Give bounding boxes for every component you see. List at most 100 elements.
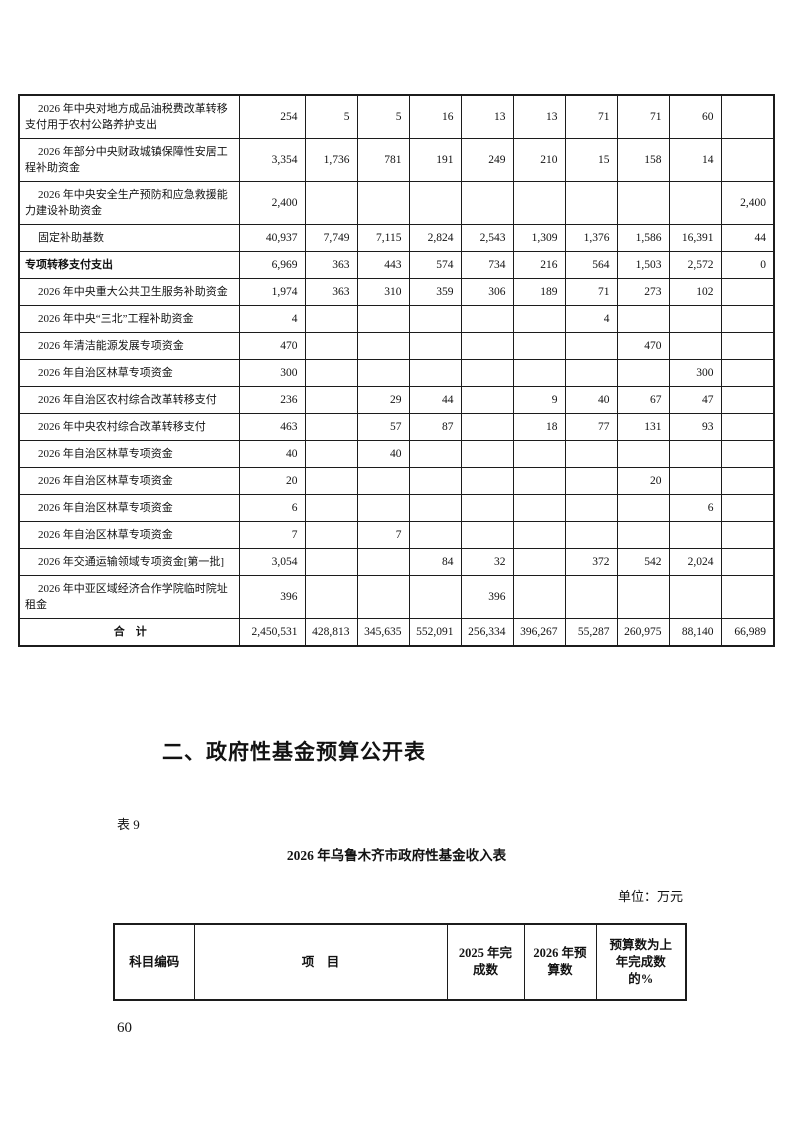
value-cell: 1,376 bbox=[564, 224, 618, 252]
value-cell bbox=[460, 359, 514, 387]
column-header: 项 目 bbox=[193, 923, 448, 1001]
value-cell: 13 bbox=[460, 94, 514, 139]
value-cell: 306 bbox=[460, 278, 514, 306]
value-cell: 443 bbox=[356, 251, 410, 279]
value-cell: 131 bbox=[616, 413, 670, 441]
value-cell bbox=[460, 494, 514, 522]
row-label: 2026 年中央对地方成品油税费改革转移支付用于农村公路养护支出 bbox=[18, 94, 240, 139]
row-label: 合 计 bbox=[18, 618, 240, 647]
value-cell: 2,400 bbox=[238, 181, 306, 225]
value-cell: 1,309 bbox=[512, 224, 566, 252]
table-row: 专项转移支付支出 6,969 363 443 574 734 216 564 1,503 2,57… bbox=[18, 251, 775, 279]
value-cell bbox=[356, 467, 410, 495]
value-cell bbox=[356, 305, 410, 333]
value-cell bbox=[616, 359, 670, 387]
value-cell bbox=[564, 332, 618, 360]
value-cell bbox=[668, 305, 722, 333]
value-cell: 66,989 bbox=[720, 618, 775, 647]
value-cell: 71 bbox=[616, 94, 670, 139]
value-cell bbox=[304, 386, 358, 414]
value-cell: 574 bbox=[408, 251, 462, 279]
value-cell: 470 bbox=[616, 332, 670, 360]
value-cell: 158 bbox=[616, 138, 670, 182]
value-cell bbox=[356, 494, 410, 522]
section-heading: 二、政府性基金预算公开表 bbox=[162, 740, 426, 764]
value-cell: 77 bbox=[564, 413, 618, 441]
value-cell: 7 bbox=[238, 521, 306, 549]
value-cell: 254 bbox=[238, 94, 306, 139]
value-cell: 273 bbox=[616, 278, 670, 306]
value-cell bbox=[304, 521, 358, 549]
value-cell: 3,354 bbox=[238, 138, 306, 182]
value-cell bbox=[460, 305, 514, 333]
value-cell bbox=[304, 440, 358, 468]
expenditure-table-body: 2026 年中央对地方成品油税费改革转移支付用于农村公路养护支出 254 5 5 16 1… bbox=[18, 94, 775, 647]
value-cell bbox=[408, 494, 462, 522]
value-cell bbox=[720, 305, 775, 333]
value-cell: 236 bbox=[238, 386, 306, 414]
value-cell: 71 bbox=[564, 94, 618, 139]
value-cell bbox=[512, 181, 566, 225]
value-cell: 6 bbox=[668, 494, 722, 522]
value-cell: 16 bbox=[408, 94, 462, 139]
value-cell bbox=[304, 494, 358, 522]
value-cell bbox=[668, 575, 722, 619]
value-cell: 84 bbox=[408, 548, 462, 576]
value-cell: 300 bbox=[238, 359, 306, 387]
value-cell bbox=[408, 575, 462, 619]
row-label: 2026 年中央“三北”工程补助资金 bbox=[18, 305, 240, 333]
value-cell: 781 bbox=[356, 138, 410, 182]
value-cell bbox=[304, 467, 358, 495]
table-row: 2026 年中央重大公共卫生服务补助资金 1,974 363 310 359 306 189… bbox=[18, 278, 775, 306]
value-cell: 44 bbox=[408, 386, 462, 414]
value-cell: 396,267 bbox=[512, 618, 566, 647]
value-cell bbox=[616, 440, 670, 468]
value-cell: 5 bbox=[356, 94, 410, 139]
value-cell: 7 bbox=[356, 521, 410, 549]
value-cell bbox=[512, 494, 566, 522]
value-cell: 71 bbox=[564, 278, 618, 306]
expenditure-table-grid: 2026 年中央对地方成品油税费改革转移支付用于农村公路养护支出 254 5 5 16 1… bbox=[18, 94, 775, 647]
value-cell: 20 bbox=[616, 467, 670, 495]
row-label: 2026 年中央安全生产预防和应急救援能力建设补助资金 bbox=[18, 181, 240, 225]
value-cell: 396 bbox=[238, 575, 306, 619]
value-cell bbox=[668, 521, 722, 549]
value-cell bbox=[460, 467, 514, 495]
income-table-grid: 科目编码项 目 2025 年完 成数 2026 年预 算数 预算数为上 年完成数 的% bbox=[113, 923, 687, 1001]
value-cell: 40 bbox=[356, 440, 410, 468]
value-cell bbox=[304, 359, 358, 387]
value-cell bbox=[512, 548, 566, 576]
value-cell bbox=[564, 181, 618, 225]
value-cell bbox=[616, 575, 670, 619]
value-cell bbox=[720, 467, 775, 495]
value-cell bbox=[720, 494, 775, 522]
value-cell: 40 bbox=[238, 440, 306, 468]
value-cell bbox=[408, 440, 462, 468]
value-cell bbox=[564, 521, 618, 549]
value-cell: 88,140 bbox=[668, 618, 722, 647]
value-cell: 2,400 bbox=[720, 181, 775, 225]
value-cell bbox=[512, 305, 566, 333]
value-cell: 4 bbox=[564, 305, 618, 333]
table-row: 2026 年中央农村综合改革转移支付 463 57 87 18 77 131 93 bbox=[18, 413, 775, 441]
value-cell: 0 bbox=[720, 251, 775, 279]
value-cell: 542 bbox=[616, 548, 670, 576]
table-row: 2026 年中央“三北”工程补助资金 4 4 bbox=[18, 305, 775, 333]
table-row: 2026 年部分中央财政城镇保障性安居工程补助资金 3,354 1,736 781 19… bbox=[18, 138, 775, 182]
value-cell: 29 bbox=[356, 386, 410, 414]
value-cell bbox=[564, 440, 618, 468]
expenditure-table: 2026 年中央对地方成品油税费改革转移支付用于农村公路养护支出 254 5 5 16 1… bbox=[18, 94, 775, 647]
value-cell bbox=[460, 440, 514, 468]
table-row: 固定补助基数 40,937 7,749 7,115 2,824 2,543 1,309 1,3… bbox=[18, 224, 775, 252]
value-cell: 396 bbox=[460, 575, 514, 619]
value-cell: 18 bbox=[512, 413, 566, 441]
row-label: 2026 年自治区林草专项资金 bbox=[18, 467, 240, 495]
value-cell: 363 bbox=[304, 278, 358, 306]
value-cell: 564 bbox=[564, 251, 618, 279]
row-label: 2026 年中亚区域经济合作学院临时院址租金 bbox=[18, 575, 240, 619]
value-cell bbox=[720, 521, 775, 549]
column-header: 预算数为上 年完成数 的% bbox=[595, 923, 687, 1001]
value-cell: 2,543 bbox=[460, 224, 514, 252]
value-cell: 300 bbox=[668, 359, 722, 387]
table-row: 2026 年中亚区域经济合作学院临时院址租金 396 396 bbox=[18, 575, 775, 619]
